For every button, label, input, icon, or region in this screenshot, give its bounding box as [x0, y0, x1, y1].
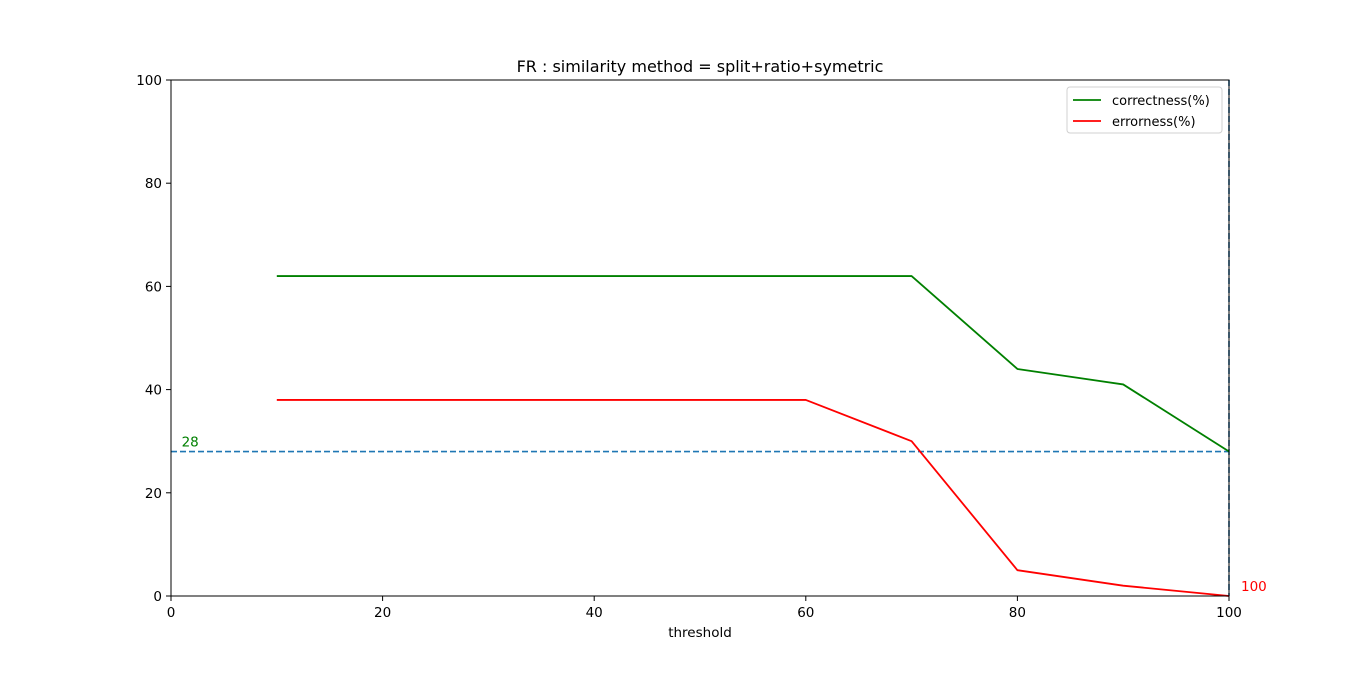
- x-tick-label: 80: [1009, 605, 1026, 621]
- legend-box: [1066, 86, 1223, 134]
- y-tick-label: 0: [153, 589, 162, 605]
- legend-label: correctness(%): [1112, 94, 1210, 109]
- y-tick-label: 60: [145, 279, 162, 295]
- chart-title: FR : similarity method = split+ratio+sym…: [517, 57, 884, 76]
- x-tick-label: 20: [374, 605, 391, 621]
- y-tick-label: 20: [145, 486, 162, 502]
- x-tick-label: 60: [797, 605, 814, 621]
- series-line-correctness: [276, 275, 1230, 453]
- legend: correctness(%) errorness(%): [1066, 86, 1223, 134]
- x-axis-label: threshold: [668, 625, 732, 641]
- legend-label: errorness(%): [1112, 115, 1196, 130]
- annotation-label: 28: [182, 435, 199, 451]
- y-tick-label: 80: [145, 176, 162, 192]
- x-tick-label: 100: [1216, 605, 1242, 621]
- y-tick-label: 40: [145, 383, 162, 399]
- plot-frame: [170, 79, 1230, 597]
- series-line-errorness: [276, 399, 1230, 597]
- x-tick-label: 40: [586, 605, 603, 621]
- x-tick-label: 0: [167, 605, 176, 621]
- annotation-label: 100: [1241, 579, 1267, 595]
- plot-area: FR : similarity method = split+ratio+sym…: [136, 57, 1267, 641]
- y-tick-label: 100: [136, 73, 162, 89]
